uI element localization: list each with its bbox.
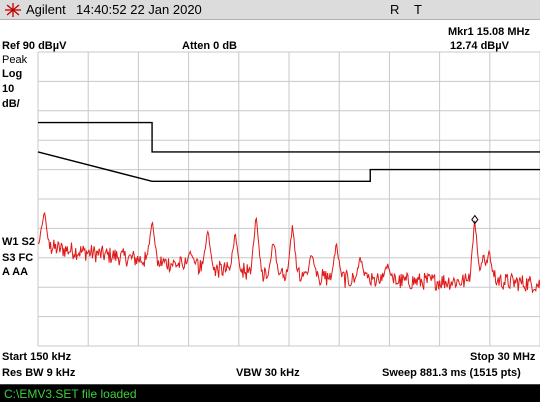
- limit-line-2: [37, 151, 540, 183]
- brand-name: Agilent: [26, 2, 66, 17]
- agilent-logo-icon: [5, 3, 21, 17]
- trace-s3fc: S3 FC: [2, 252, 34, 264]
- trace-w1s2: W1 S2: [2, 236, 36, 248]
- detector-label: Peak: [2, 54, 28, 66]
- marker-frequency: Mkr1 15.08 MHz: [448, 26, 530, 38]
- resolution-bandwidth: Res BW 9 kHz: [2, 367, 76, 379]
- trigger-indicator: T: [414, 2, 422, 17]
- attenuation: Atten 0 dB: [182, 40, 237, 52]
- spectrum-trace: [37, 211, 540, 294]
- scale-type: Log: [2, 68, 23, 80]
- limit-lines: [37, 121, 540, 183]
- scale-unit: dB/: [2, 98, 20, 110]
- reference-level: Ref 90 dBµV: [2, 40, 67, 52]
- limit-line-1: [38, 121, 540, 153]
- timestamp: 14:40:52 22 Jan 2020: [76, 2, 202, 17]
- status-message: C:\EMV3.SET file loaded: [4, 387, 137, 401]
- scale-value: 10: [2, 83, 15, 95]
- title-bar: Agilent 14:40:52 22 Jan 2020 R T: [0, 0, 540, 20]
- start-frequency: Start 150 kHz: [2, 351, 72, 363]
- marker-amplitude: 12.74 dBµV: [450, 40, 509, 52]
- trace-aaa: A AA: [2, 266, 29, 278]
- graticule: [37, 51, 540, 347]
- status-bar: C:\EMV3.SET file loaded: [0, 384, 540, 402]
- stop-frequency: Stop 30 MHz: [470, 351, 536, 363]
- marker-1: [471, 214, 479, 225]
- video-bandwidth: VBW 30 kHz: [236, 367, 300, 379]
- marker-diamond: [471, 214, 479, 225]
- remote-indicator: R: [390, 2, 400, 17]
- sweep-time: Sweep 881.3 ms (1515 pts): [382, 367, 521, 379]
